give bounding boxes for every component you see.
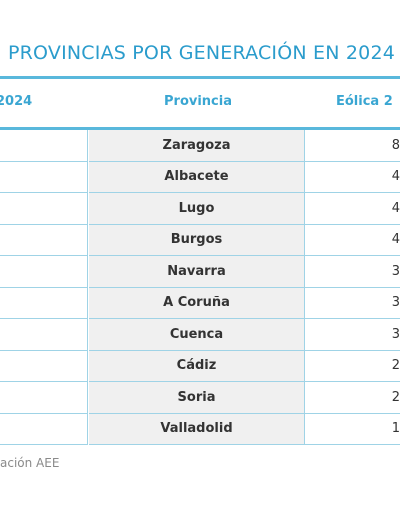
header-cell: 2024	[0, 94, 33, 109]
title: PROVINCIAS POR GENERACIÓN EN 2024	[8, 42, 396, 64]
province-cell: Cuenca	[89, 319, 305, 351]
province-cell: Soria	[89, 382, 305, 414]
empty-cell	[0, 256, 88, 288]
value-cell: 3	[305, 256, 400, 288]
province-cell: Albacete	[89, 161, 305, 193]
empty-cell	[0, 350, 88, 382]
value-cell: 2	[305, 382, 400, 414]
province-cell: Navarra	[89, 256, 305, 288]
empty-cell	[0, 224, 88, 256]
value-cell: 1	[305, 414, 400, 445]
header-cell: Eólica 2	[336, 94, 393, 109]
footer: ación AEE	[0, 456, 60, 470]
value-cell: 8	[305, 130, 400, 162]
empty-cell	[0, 382, 88, 414]
header-cell: Provincia	[164, 94, 232, 109]
empty-cell	[0, 319, 88, 351]
header-rule	[0, 127, 400, 130]
province-cell: Valladolid	[89, 413, 305, 445]
value-cell: 4	[305, 162, 400, 193]
province-cell: Lugo	[89, 193, 305, 225]
empty-cell	[0, 413, 88, 445]
value-cell: 4	[305, 225, 400, 256]
header-rule	[0, 76, 400, 79]
empty-cell	[0, 193, 88, 225]
province-cell: Cádiz	[89, 350, 305, 382]
province-cell: Burgos	[89, 224, 305, 256]
value-cell: 4	[305, 193, 400, 225]
value-cell: 2	[305, 351, 400, 382]
empty-cell	[0, 287, 88, 319]
empty-cell	[0, 161, 88, 193]
empty-cell	[0, 130, 88, 162]
province-cell: A Coruña	[89, 287, 305, 319]
province-cell: Zaragoza	[89, 130, 305, 162]
value-cell: 3	[305, 319, 400, 351]
value-cell: 3	[305, 288, 400, 319]
